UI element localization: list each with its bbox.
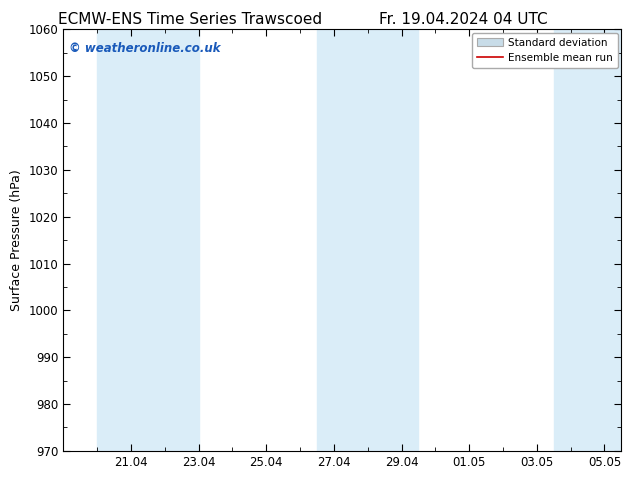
Bar: [553, 29, 621, 451]
Text: Fr. 19.04.2024 04 UTC: Fr. 19.04.2024 04 UTC: [378, 12, 547, 27]
Text: © weatheronline.co.uk: © weatheronline.co.uk: [69, 42, 221, 55]
Legend: Standard deviation, Ensemble mean run: Standard deviation, Ensemble mean run: [472, 32, 618, 68]
Bar: [385, 29, 418, 451]
Bar: [165, 29, 198, 451]
Text: ECMW-ENS Time Series Trawscoed: ECMW-ENS Time Series Trawscoed: [58, 12, 322, 27]
Y-axis label: Surface Pressure (hPa): Surface Pressure (hPa): [10, 169, 23, 311]
Bar: [317, 29, 385, 451]
Bar: [97, 29, 165, 451]
